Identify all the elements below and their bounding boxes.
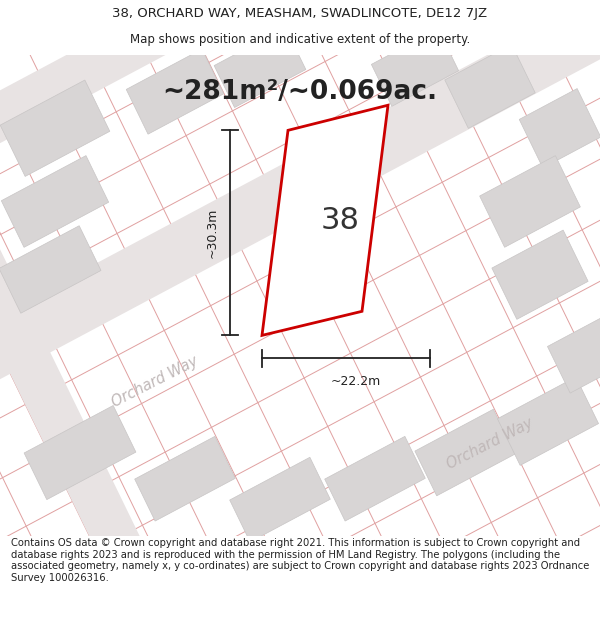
Text: 38: 38 <box>320 206 359 235</box>
Polygon shape <box>230 458 331 542</box>
Text: Map shows position and indicative extent of the property.: Map shows position and indicative extent… <box>130 33 470 46</box>
Text: Contains OS data © Crown copyright and database right 2021. This information is : Contains OS data © Crown copyright and d… <box>11 538 589 582</box>
Polygon shape <box>479 156 580 248</box>
Polygon shape <box>519 89 600 168</box>
Polygon shape <box>445 44 535 128</box>
Polygon shape <box>134 436 235 521</box>
Text: Orchard Way: Orchard Way <box>444 416 536 472</box>
Polygon shape <box>1 156 109 248</box>
Polygon shape <box>262 105 388 336</box>
Polygon shape <box>0 80 110 176</box>
Text: Orchard Way: Orchard Way <box>109 353 201 409</box>
Polygon shape <box>497 377 599 466</box>
Text: 38, ORCHARD WAY, MEASHAM, SWADLINCOTE, DE12 7JZ: 38, ORCHARD WAY, MEASHAM, SWADLINCOTE, D… <box>112 8 488 20</box>
Polygon shape <box>214 28 306 108</box>
Polygon shape <box>415 409 515 496</box>
Polygon shape <box>325 436 425 521</box>
Text: ~281m²/~0.069ac.: ~281m²/~0.069ac. <box>163 79 437 104</box>
Polygon shape <box>0 0 600 191</box>
Polygon shape <box>492 230 588 319</box>
Polygon shape <box>0 226 101 313</box>
Polygon shape <box>371 29 458 106</box>
Polygon shape <box>547 313 600 393</box>
Polygon shape <box>0 19 160 599</box>
Polygon shape <box>126 49 224 134</box>
Text: ~30.3m: ~30.3m <box>205 208 218 258</box>
Polygon shape <box>0 0 600 426</box>
Polygon shape <box>24 406 136 499</box>
Text: ~22.2m: ~22.2m <box>331 375 381 388</box>
